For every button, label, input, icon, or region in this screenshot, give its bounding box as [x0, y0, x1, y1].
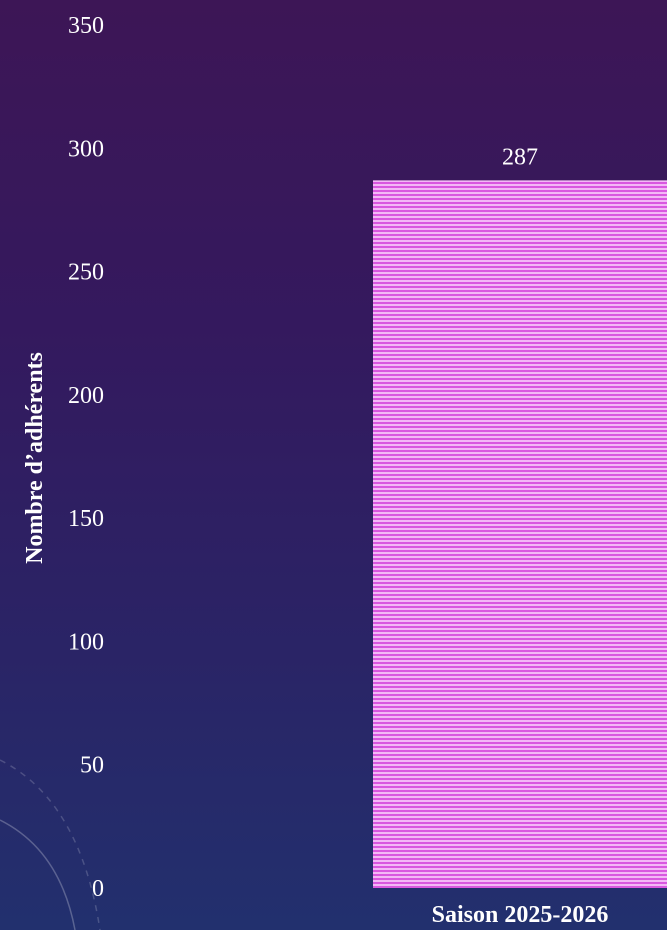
y-tick-label: 200: [68, 383, 104, 409]
background-decoration: [0, 759, 101, 930]
data-label: 287: [502, 144, 538, 170]
y-axis-title: Nombre d’adhérents: [22, 352, 48, 564]
y-tick-label: 100: [68, 629, 104, 655]
x-axis-labels: Saison 2025-2026: [432, 902, 609, 928]
y-tick-label: 300: [68, 136, 104, 162]
y-tick-label: 0: [92, 876, 104, 902]
y-axis-ticks: 0 50 100 150 200 250 300 350: [68, 13, 104, 902]
bars: [373, 180, 667, 889]
bar: [373, 180, 667, 889]
y-tick-label: 150: [68, 506, 104, 532]
y-tick-label: 350: [68, 13, 104, 39]
y-tick-label: 250: [68, 260, 104, 286]
x-category-label: Saison 2025-2026: [432, 902, 609, 928]
data-labels: 287: [502, 144, 538, 170]
y-tick-label: 50: [80, 753, 104, 779]
